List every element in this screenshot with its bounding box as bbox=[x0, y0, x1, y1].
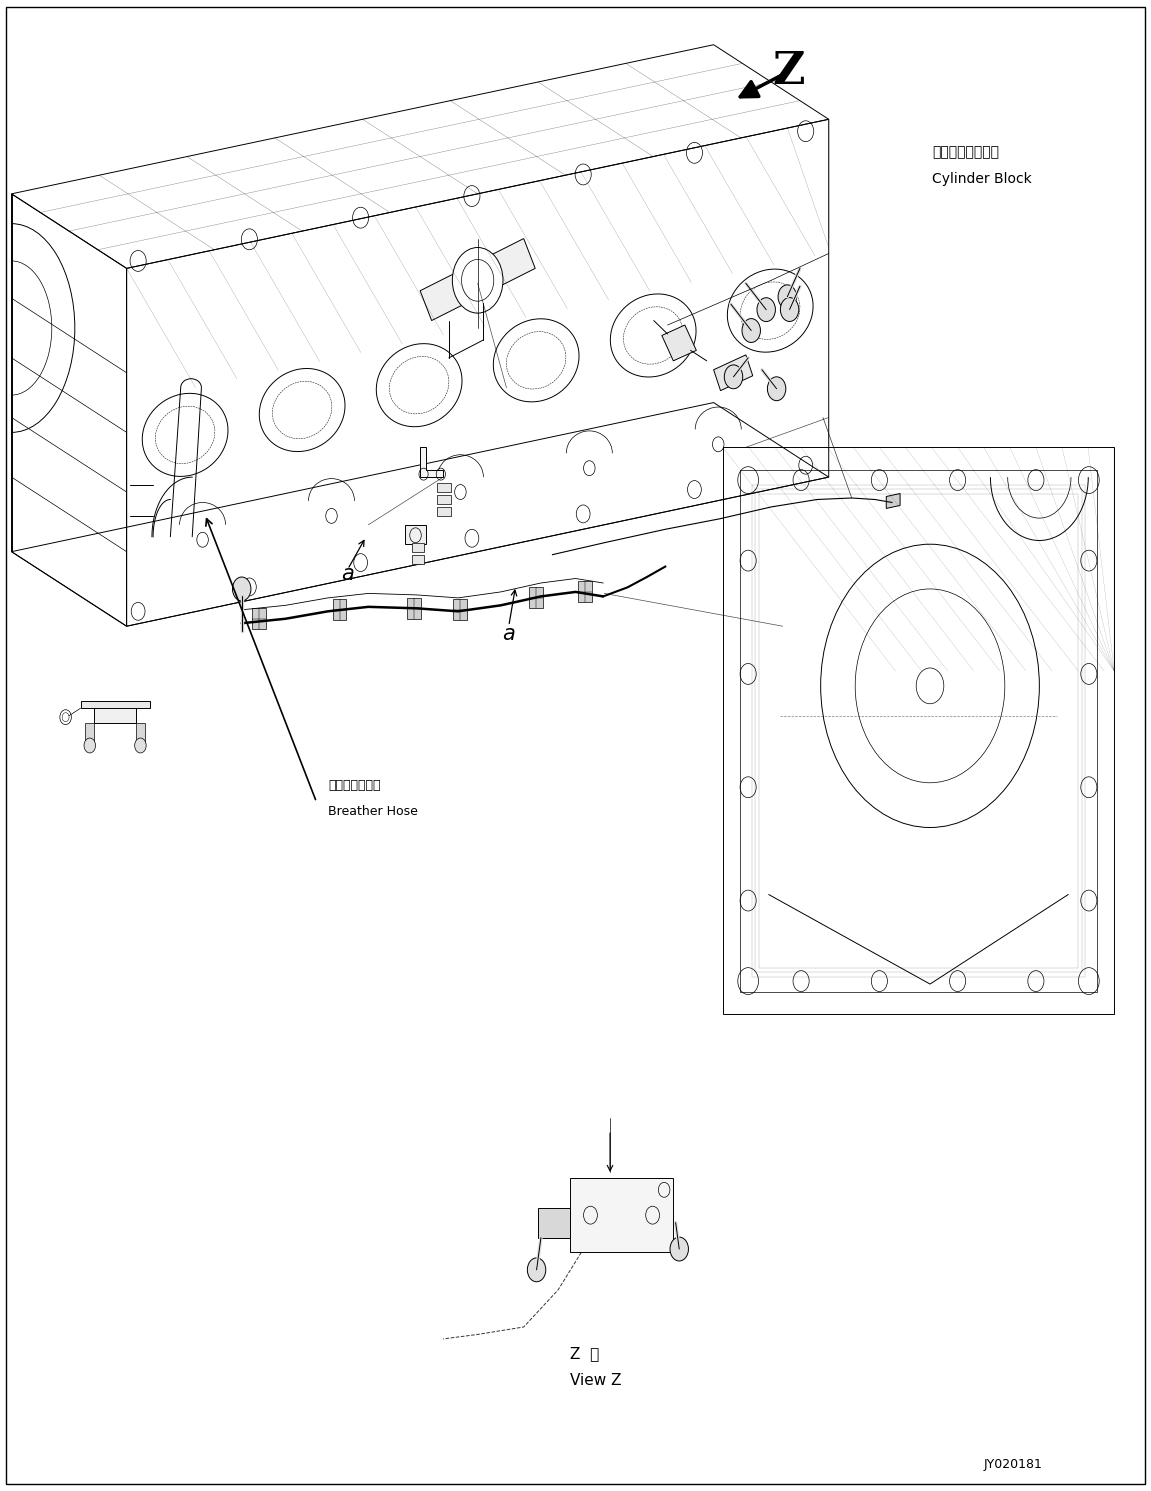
Text: View Z: View Z bbox=[570, 1373, 622, 1388]
Circle shape bbox=[84, 738, 96, 753]
Text: Breather Hose: Breather Hose bbox=[328, 805, 418, 817]
Polygon shape bbox=[85, 723, 94, 746]
Circle shape bbox=[768, 377, 786, 401]
Polygon shape bbox=[662, 325, 696, 361]
Text: Cylinder Block: Cylinder Block bbox=[932, 171, 1032, 186]
Polygon shape bbox=[437, 495, 451, 504]
Circle shape bbox=[742, 319, 761, 343]
Polygon shape bbox=[405, 525, 426, 544]
Polygon shape bbox=[437, 483, 451, 492]
Polygon shape bbox=[81, 701, 150, 708]
Polygon shape bbox=[407, 598, 421, 619]
Polygon shape bbox=[136, 723, 145, 746]
Polygon shape bbox=[529, 587, 543, 608]
Circle shape bbox=[757, 298, 776, 322]
Polygon shape bbox=[714, 355, 753, 391]
Polygon shape bbox=[333, 599, 346, 620]
Circle shape bbox=[233, 577, 251, 601]
Circle shape bbox=[527, 1258, 546, 1282]
Polygon shape bbox=[538, 1208, 570, 1238]
Polygon shape bbox=[578, 581, 592, 602]
Polygon shape bbox=[420, 239, 535, 321]
Text: ブリーザホース: ブリーザホース bbox=[328, 780, 381, 792]
Polygon shape bbox=[886, 494, 900, 508]
Circle shape bbox=[724, 365, 742, 389]
Text: a: a bbox=[502, 623, 516, 644]
Polygon shape bbox=[420, 447, 443, 477]
Circle shape bbox=[780, 298, 799, 322]
Polygon shape bbox=[252, 608, 266, 629]
Text: JY020181: JY020181 bbox=[983, 1458, 1043, 1470]
Circle shape bbox=[778, 285, 796, 309]
Circle shape bbox=[670, 1238, 688, 1261]
Polygon shape bbox=[94, 701, 136, 723]
Polygon shape bbox=[453, 599, 467, 620]
Polygon shape bbox=[570, 1178, 673, 1252]
Polygon shape bbox=[412, 543, 424, 552]
Text: シリンダブロック: シリンダブロック bbox=[932, 145, 999, 160]
Circle shape bbox=[135, 738, 146, 753]
Text: Z  視: Z 視 bbox=[570, 1346, 599, 1361]
Text: Z: Z bbox=[772, 51, 805, 92]
Polygon shape bbox=[437, 507, 451, 516]
Circle shape bbox=[452, 248, 503, 313]
Text: a: a bbox=[341, 564, 355, 584]
Polygon shape bbox=[412, 555, 424, 564]
